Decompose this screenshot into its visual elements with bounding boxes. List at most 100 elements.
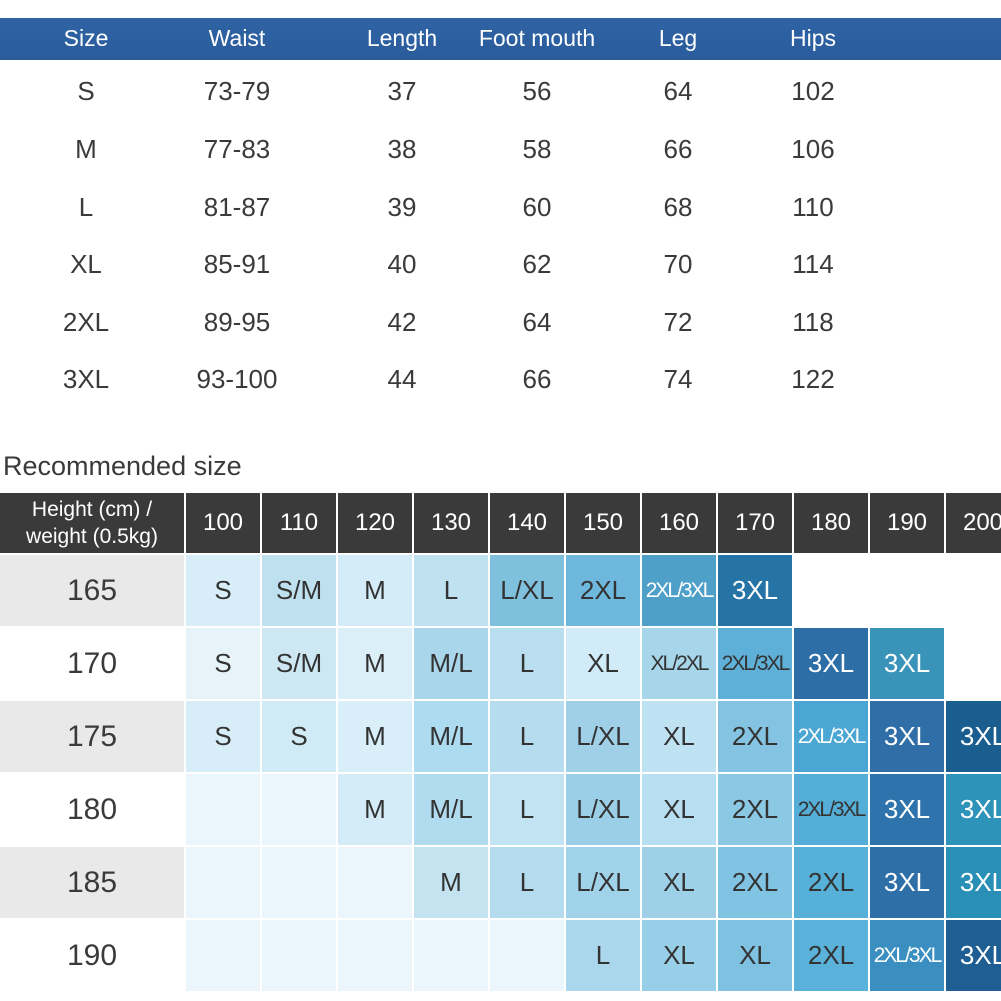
table-cell: 70 [663,249,693,279]
size-recommendation-cell [262,847,336,918]
table-cell: 102 [791,76,835,106]
size-recommendation-cell: S [186,555,260,626]
table-row: XL 85-91 40 62 70 114 [0,241,1001,281]
size-recommendation-cell: L/XL [566,847,640,918]
size-recommendation-cell: L/XL [566,774,640,845]
height-label: 185 [0,847,184,918]
size-recommendation-cell: S/M [262,628,336,699]
size-recommendation-cell: 3XL [946,701,1001,772]
table-cell: XL [70,249,102,279]
size-recommendation-cell: 2XL [794,847,868,918]
size-recommendation-cell: XL [566,628,640,699]
size-recommendation-cell [186,847,260,918]
weight-header: 160 [642,493,716,553]
height-label: 170 [0,628,184,699]
size-recommendation-cell: 2XL/3XL [794,701,868,772]
size-recommendation-cell: M [338,555,412,626]
corner-label-weight: weight (0.5kg) [26,525,158,548]
weight-header: 190 [870,493,944,553]
table-cell: 72 [663,307,693,337]
table-row: 3XL 93-100 44 66 74 122 [0,356,1001,396]
size-recommendation-cell: 2XL/3XL [642,555,716,626]
table-cell: 93-100 [196,364,278,394]
size-recommendation-cell: S [186,701,260,772]
table-cell: 74 [663,364,693,394]
table-cell: 58 [522,134,552,164]
size-recommendation-cell: M [414,847,488,918]
size-recommendation-cell: 3XL [870,628,944,699]
size-recommendation-cell: L/XL [566,701,640,772]
table-cell: 85-91 [203,249,271,279]
size-recommendation-cell: 3XL [946,847,1001,918]
size-chart-header-waist: Waist [208,25,266,51]
table-cell: 110 [792,192,834,222]
size-recommendation-cell: 3XL [718,555,792,626]
table-cell: 38 [387,134,417,164]
table-cell: S [77,76,95,106]
height-label: 190 [0,920,184,991]
size-recommendation-cell: 3XL [870,774,944,845]
size-recommendation-cell: 2XL [794,920,868,991]
table-cell: 64 [663,76,693,106]
weight-header: 170 [718,493,792,553]
size-recommendation-cell: 2XL/3XL [870,920,944,991]
size-recommendation-cell: 2XL/3XL [794,774,868,845]
table-cell: 106 [791,134,835,164]
size-recommendation-cell: 2XL/3XL [718,628,792,699]
table-cell: 42 [387,307,417,337]
size-recommendation-cell: L [566,920,640,991]
table-cell: 68 [663,192,693,222]
table-cell: 81-87 [203,192,271,222]
table-row: L 81-87 39 60 68 110 [0,184,1001,224]
table-cell: 62 [522,249,552,279]
size-recommendation-cell [414,920,488,991]
table-cell: 3XL [62,364,110,394]
table-cell: 73-79 [203,76,271,106]
size-recommendation-cell: S [186,628,260,699]
size-chart-header-size: Size [63,25,109,51]
height-label: 175 [0,701,184,772]
size-recommendation-cell [946,555,1001,626]
size-recommendation-cell: 3XL [794,628,868,699]
size-recommendation-cell: 2XL [718,701,792,772]
grid-corner-header: Height (cm) / weight (0.5kg) [0,493,184,553]
size-recommendation-cell: 2XL [566,555,640,626]
table-cell: 44 [387,364,417,394]
size-recommendation-cell: 2XL [718,847,792,918]
size-recommendation-cell: M [338,774,412,845]
size-recommendation-cell: 3XL [946,920,1001,991]
weight-header: 100 [186,493,260,553]
size-chart-header-foot-mouth: Foot mouth [478,25,596,51]
table-cell: 60 [522,192,552,222]
size-recommendation-cell: M/L [414,701,488,772]
size-recommendation-cell [186,774,260,845]
size-recommendation-cell: L [490,628,564,699]
weight-header: 110 [262,493,336,553]
recommended-size-title: Recommended size [3,451,242,481]
size-chart-table: S 73-79 37 56 64 102 M 77-83 38 58 66 106 L 81-87 39 60… [0,60,1001,410]
size-chart-header-hips: Hips [789,25,837,51]
size-recommendation-cell: S/M [262,555,336,626]
size-recommendation-cell: 3XL [870,847,944,918]
size-recommendation-cell [338,920,412,991]
table-cell: 40 [387,249,417,279]
size-recommendation-cell: M/L [414,774,488,845]
size-recommendation-cell [262,920,336,991]
weight-header: 150 [566,493,640,553]
weight-header: 200 [946,493,1001,553]
table-row: S 73-79 37 56 64 102 [0,68,1001,108]
size-chart-header-leg: Leg [658,25,698,51]
size-recommendation-cell [794,555,868,626]
size-recommendation-cell: XL [642,920,716,991]
size-recommendation-cell [870,555,944,626]
table-cell: M [75,134,97,164]
table-cell: 122 [791,364,835,394]
table-row: M 77-83 38 58 66 106 [0,126,1001,166]
size-chart-header-length: Length [366,25,438,51]
weight-header: 130 [414,493,488,553]
size-recommendation-cell [490,920,564,991]
size-recommendation-cell: 3XL [870,701,944,772]
size-recommendation-cell: L [490,701,564,772]
table-cell: 37 [387,76,417,106]
table-cell: L [78,192,94,222]
